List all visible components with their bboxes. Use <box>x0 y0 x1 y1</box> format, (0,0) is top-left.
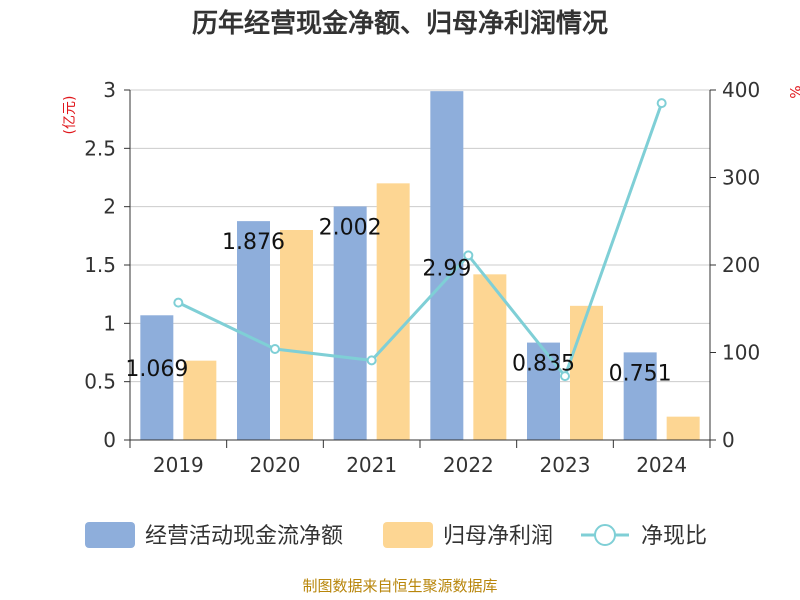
ratio-point <box>656 98 667 109</box>
grid-lines <box>130 89 710 383</box>
right-tick-label: 100 <box>722 341 760 365</box>
right-axis-unit: % <box>786 85 800 98</box>
x-tick-label: 2023 <box>540 453 591 477</box>
cash-flow-value-label: 0.751 <box>609 361 672 386</box>
left-tick-label: 3 <box>103 78 116 102</box>
net-profit-bar <box>183 360 217 440</box>
left-tick-label: 0.5 <box>84 370 116 394</box>
cash-flow-bar <box>237 221 270 440</box>
legend-label-net-profit: 归母净利润 <box>443 524 553 549</box>
right-tick-label: 0 <box>722 428 735 452</box>
cash-flow-value-label: 2.99 <box>422 256 471 281</box>
chart-title: 历年经营现金净额、归母净利润情况 <box>192 8 608 39</box>
axes: 0 0.5 1 1.5 2 2.5 3 0 100 200 300 400 2019 2020 2021 20… <box>84 78 760 477</box>
legend-label-cash-flow: 经营活动现金流净额 <box>145 524 343 549</box>
legend: 经营活动现金流净额 归母净利润 净现比 <box>85 522 707 549</box>
cash-flow-value-label: 1.876 <box>222 230 285 255</box>
cash-flow-bar <box>527 342 560 440</box>
ratio-point <box>270 344 280 354</box>
left-axis-unit: (亿元) <box>62 96 78 135</box>
cash-flow-bar <box>140 315 174 440</box>
ratio-line <box>173 98 667 382</box>
legend-swatch-net-profit <box>383 522 433 548</box>
right-tick-label: 200 <box>722 253 760 277</box>
net-profit-bar <box>666 416 700 440</box>
cash-flow-value-label: 0.835 <box>512 352 575 377</box>
ratio-point <box>560 371 570 382</box>
legend-marker-ratio <box>594 524 616 546</box>
left-tick-label: 0 <box>103 428 116 452</box>
cash-flow-bar <box>623 352 657 440</box>
right-tick-label: 300 <box>722 166 760 190</box>
left-tick-label: 2 <box>103 195 116 219</box>
left-tick-label: 2.5 <box>84 136 116 160</box>
bars <box>140 91 700 441</box>
x-tick-label: 2020 <box>250 453 301 477</box>
data-labels: 1.069 1.876 2.002 2.99 0.835 0.751 <box>125 215 671 386</box>
cash-flow-bar <box>333 206 367 440</box>
ratio-line-path <box>177 102 664 380</box>
x-tick-label: 2022 <box>443 453 494 477</box>
net-profit-bar <box>280 230 313 440</box>
x-tick-label: 2024 <box>636 453 687 477</box>
legend-label-ratio: 净现比 <box>641 524 707 549</box>
ratio-point <box>366 355 377 366</box>
net-profit-bar <box>376 183 410 441</box>
ratio-point <box>173 297 184 308</box>
ratio-point <box>463 250 474 261</box>
source-note: 制图数据来自恒生聚源数据库 <box>302 577 497 595</box>
left-tick-label: 1 <box>103 311 116 335</box>
legend-swatch-cash-flow <box>85 522 135 548</box>
net-profit-bar <box>570 305 603 440</box>
left-tick-label: 1.5 <box>84 253 116 277</box>
x-tick-label: 2019 <box>153 453 204 477</box>
right-tick-label: 400 <box>722 78 760 102</box>
x-tick-label: 2021 <box>346 453 397 477</box>
cash-flow-value-label: 1.069 <box>125 357 188 382</box>
net-profit-bar <box>473 274 507 440</box>
cash-flow-value-label: 2.002 <box>319 215 382 240</box>
